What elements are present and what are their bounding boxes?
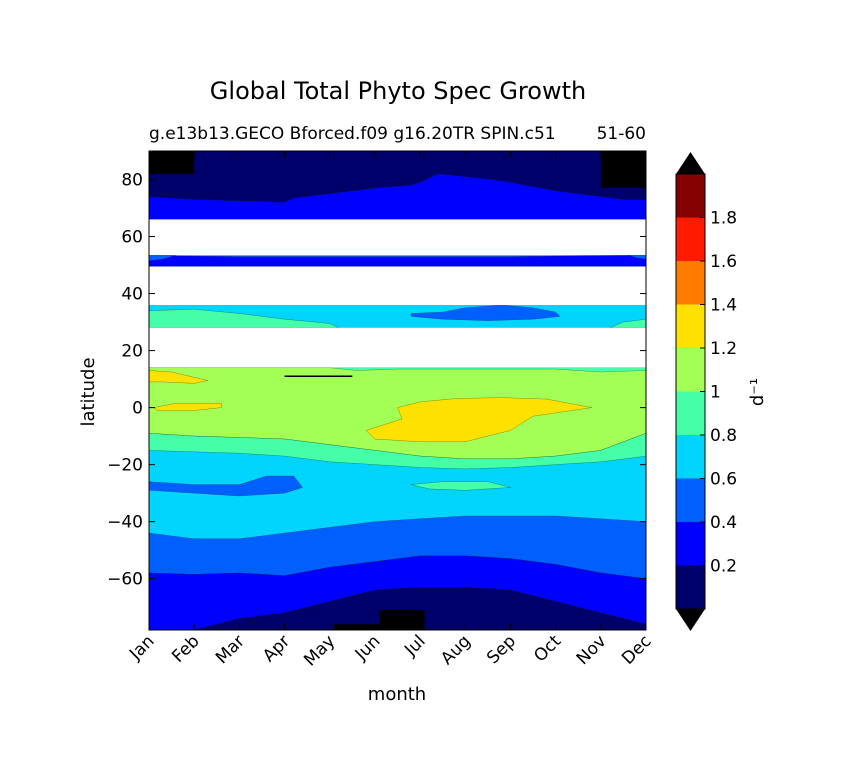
- contour-region-0.4-0.6-blob-36: [410, 304, 561, 321]
- colorbar-tick-label: 1.6: [710, 252, 737, 272]
- missing-data-band-1: [149, 266, 646, 305]
- y-tick-label: 0: [132, 399, 143, 419]
- colorbar-level: [676, 435, 705, 479]
- y-tick-label: 80: [121, 171, 143, 191]
- x-tick-label: Jan: [125, 631, 158, 664]
- colorbar-tick-label: 1.8: [710, 209, 737, 229]
- contour-region-under-ne: [600, 151, 646, 189]
- y-tick-label: 40: [121, 285, 143, 305]
- colorbar-label: d⁻¹: [747, 378, 768, 406]
- colorbar-level: [676, 217, 705, 261]
- contour-region-under-nw: [149, 151, 195, 174]
- colorbar-tick-label: 0.8: [710, 426, 737, 446]
- colorbar-level: [676, 478, 705, 522]
- contour-region-0.2-0.4-midlat: [149, 254, 646, 267]
- missing-data-band-0: [149, 219, 646, 256]
- x-tick-label: Aug: [437, 631, 475, 669]
- contour-region-0.2-0.4-north: [149, 173, 646, 220]
- contour-region-0.4-0.6-edge-east: [627, 254, 646, 260]
- colorbar-tick-label: 1.4: [710, 296, 737, 316]
- x-tick-label: May: [300, 631, 339, 670]
- y-tick-label: −20: [107, 456, 143, 476]
- missing-data-band-2: [149, 327, 646, 368]
- plot-frame: [148, 150, 647, 631]
- x-tick-label: Feb: [168, 631, 203, 666]
- contour-region-1.2-1.4-jan: [149, 370, 208, 384]
- colorbar-tick-label: 0.2: [710, 557, 737, 577]
- x-axis-label: month: [368, 684, 426, 705]
- x-tick-label: Jul: [400, 631, 429, 660]
- colorbar-level: [676, 391, 705, 435]
- x-tick-label: Nov: [573, 631, 611, 669]
- contour-region-0-0.2-south: [149, 587, 646, 630]
- missing-data-bands: [149, 219, 646, 368]
- contour-region-0.8-1-12n: [149, 367, 646, 373]
- colorbar-level: [676, 174, 705, 218]
- contour-region-0.8-1-blob-south: [411, 481, 511, 491]
- contour-region-0.8-1-south: [149, 433, 646, 470]
- colorbar-tick-label: 1: [710, 383, 721, 403]
- y-tick-label: 20: [121, 342, 143, 362]
- x-tick-label: Jun: [351, 631, 385, 665]
- contour-region-0.4-0.6-edge-west: [149, 254, 177, 262]
- y-axis-label: latitude: [78, 357, 99, 426]
- contour-region-1.2-1.4-summer: [365, 397, 592, 442]
- y-tick-label: −40: [107, 513, 143, 533]
- x-tick-label: Oct: [530, 631, 565, 666]
- colorbar-level: [676, 261, 705, 305]
- x-tick-label: Sep: [483, 631, 520, 668]
- colorbar-tick-label: 0.4: [710, 513, 737, 533]
- contour-region-under-south-a: [334, 624, 380, 630]
- x-tick-label: Mar: [212, 631, 249, 668]
- contour-region-0.4-0.6-blob-south: [149, 475, 303, 497]
- colorbar-level: [676, 565, 705, 609]
- colorbar: 0.2 0.4 0.6 0.8 1 1.2 1.4 1.6 1.8: [675, 152, 737, 631]
- colorbar-over-arrow: [676, 152, 705, 174]
- colorbar-tick-label: 1.2: [710, 339, 737, 359]
- chart-title: Global Total Phyto Spec Growth: [210, 77, 586, 105]
- y-tick-label: 60: [121, 228, 143, 248]
- y-tick-label: −60: [107, 570, 143, 590]
- chart-subtitle-right: 51-60: [597, 124, 646, 144]
- x-tick-label: Apr: [259, 631, 294, 666]
- colorbar-level: [676, 304, 705, 348]
- chart-subtitle-left: g.e13b13.GECO Bforced.f09 g16.20TR SPIN.…: [149, 124, 556, 144]
- colorbar-under-arrow: [676, 609, 705, 631]
- y-axis: 80 60 40 20 0 −20 −40 −60: [107, 171, 646, 590]
- x-tick-label: Dec: [618, 631, 655, 668]
- colorbar-tick-label: 0.6: [710, 470, 737, 490]
- colorbar-level: [676, 522, 705, 566]
- colorbar-level: [676, 348, 705, 392]
- contour-region-under-south-b: [379, 610, 425, 630]
- contour-region-1.2-1.4-feb: [152, 403, 222, 411]
